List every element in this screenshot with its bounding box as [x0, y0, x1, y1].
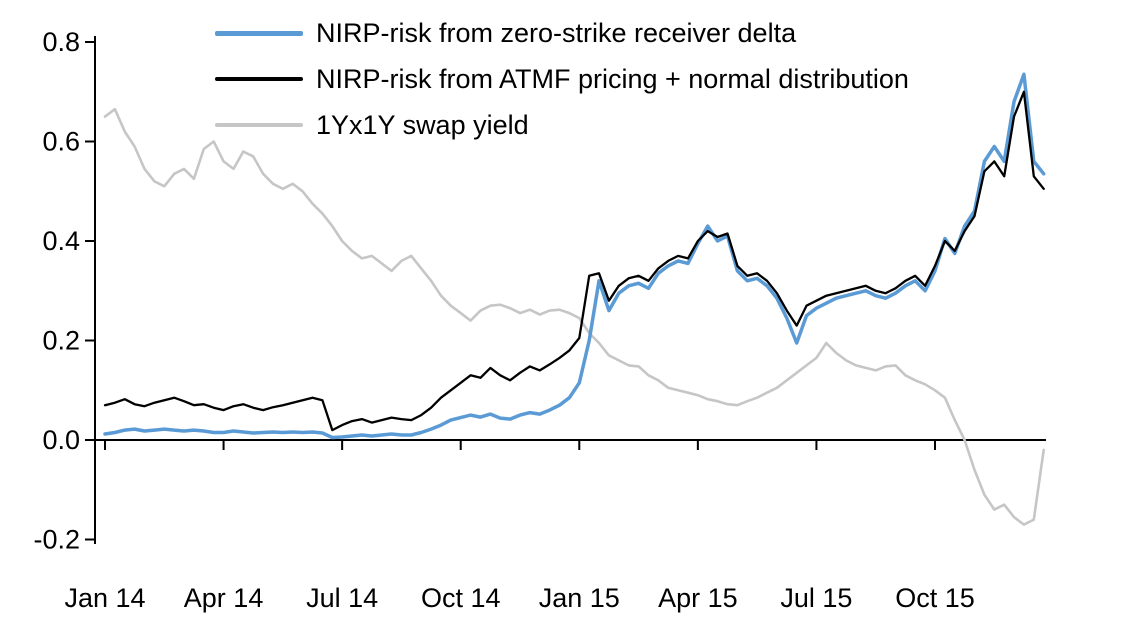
y-tick-label: 0.6	[42, 127, 80, 157]
legend-line-gray	[215, 123, 303, 127]
legend-item-zero-strike-delta: NIRP-risk from zero-strike receiver delt…	[215, 10, 909, 56]
legend-line-blue	[215, 30, 303, 36]
y-tick-label: 0.4	[42, 226, 80, 256]
x-tick-label: Jan 14	[64, 583, 145, 613]
series-line-swap-yield	[103, 107, 1045, 526]
series-line-atmf-normal	[103, 90, 1045, 432]
x-tick-label: Jul 15	[780, 583, 852, 613]
x-tick-label: Jan 15	[539, 583, 620, 613]
y-tick-label: -0.2	[33, 525, 80, 555]
x-tick-label: Oct 14	[421, 583, 501, 613]
y-tick-label: 0.2	[42, 326, 80, 356]
legend-label-atmf-normal: NIRP-risk from ATMF pricing + normal dis…	[316, 63, 909, 94]
x-tick-label: Apr 14	[184, 583, 264, 613]
y-tick-label: 0.8	[42, 27, 80, 57]
x-tick-label: Oct 15	[895, 583, 975, 613]
y-tick-label: 0.0	[42, 425, 80, 455]
series-line-zero-strike-delta	[103, 72, 1046, 440]
x-tick-label: Apr 15	[658, 583, 738, 613]
legend-label-zero-strike-delta: NIRP-risk from zero-strike receiver delt…	[316, 17, 797, 48]
legend: NIRP-risk from zero-strike receiver delt…	[215, 10, 909, 148]
legend-line-black	[215, 77, 303, 81]
legend-item-atmf-normal: NIRP-risk from ATMF pricing + normal dis…	[215, 56, 909, 102]
legend-item-swap-yield: 1Yx1Y swap yield	[215, 102, 909, 148]
legend-label-swap-yield: 1Yx1Y swap yield	[316, 109, 529, 140]
x-tick-label: Jul 14	[306, 583, 378, 613]
